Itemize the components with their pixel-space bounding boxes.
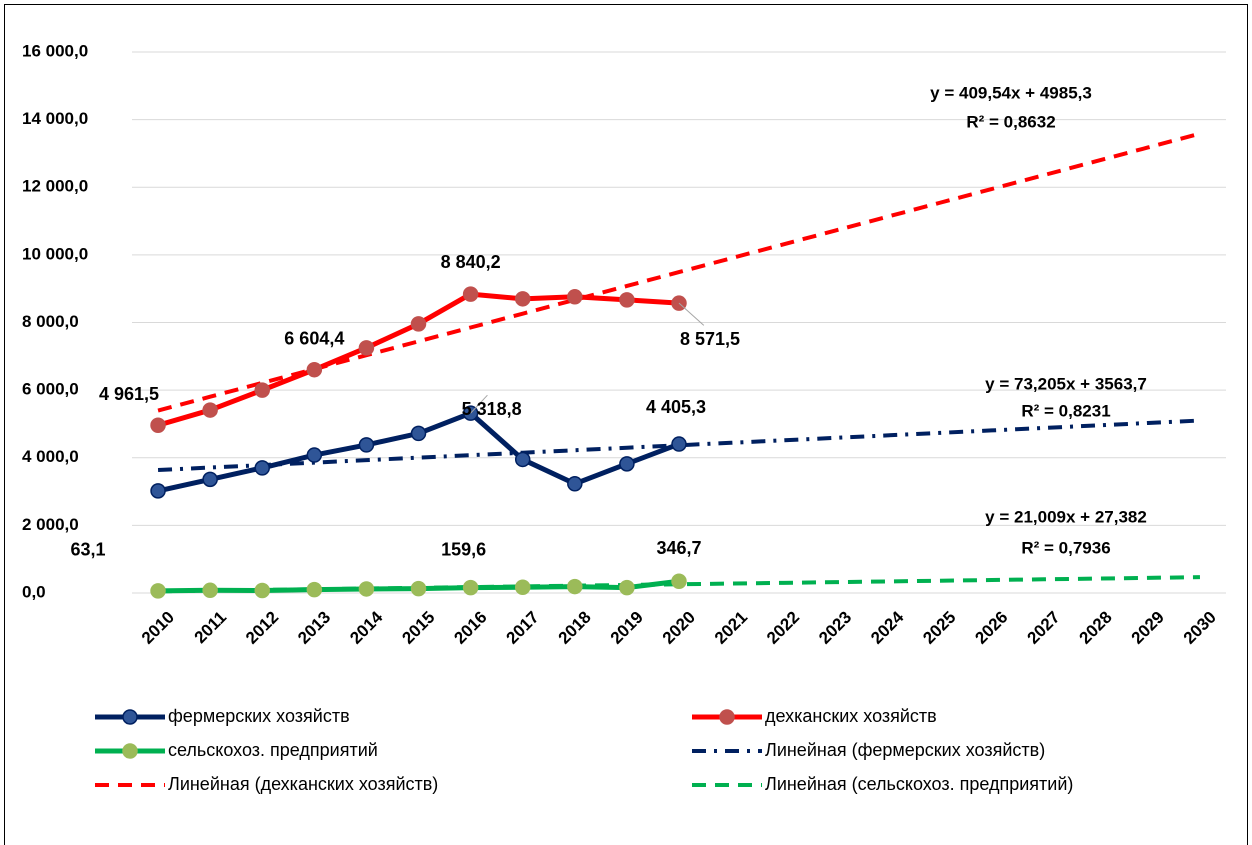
data-label: 5 318,8: [462, 399, 522, 419]
y-tick-label: 12 000,0: [22, 177, 88, 196]
data-point: [462, 579, 479, 596]
y-tick-label: 14 000,0: [22, 109, 88, 128]
leader-line: [470, 394, 488, 414]
data-point: [567, 289, 583, 305]
data-point: [671, 573, 687, 590]
data-point: [358, 581, 375, 597]
x-tick-label: 2011: [191, 608, 231, 648]
annotation: R² = 0,7936: [1021, 538, 1110, 557]
series-line: [157, 410, 680, 494]
y-tick-label: 2 000,0: [22, 515, 79, 534]
data-point: [150, 417, 166, 433]
annotation: y = 409,54x + 4985,3: [930, 83, 1092, 102]
data-point: [410, 425, 427, 442]
annotation: y = 21,009x + 27,382: [985, 507, 1147, 526]
data-point: [254, 460, 270, 476]
legend-marker: [122, 709, 138, 725]
x-tick-label: 2015: [398, 608, 438, 648]
data-point: [514, 579, 531, 596]
data-point: [254, 582, 270, 599]
x-tick-label: 2019: [607, 608, 647, 648]
x-tick-label: 2020: [659, 608, 699, 648]
series-line: [157, 291, 680, 428]
legend-label: сельскохоз. предприятий: [168, 740, 378, 760]
annotation: R² = 0,8632: [966, 112, 1055, 131]
data-point: [306, 361, 323, 378]
x-tick-label: 2030: [1180, 608, 1220, 648]
data-point: [619, 292, 635, 308]
x-tick-label: 2023: [815, 608, 855, 648]
y-tick-label: 8 000,0: [22, 312, 79, 331]
x-tick-label: 2025: [919, 608, 959, 648]
data-label: 8 840,2: [441, 252, 501, 272]
x-tick-label: 2022: [763, 608, 803, 648]
data-point: [514, 291, 531, 307]
legend-label: Линейная (дехканских хозяйств): [168, 774, 438, 794]
x-tick-label: 2018: [555, 608, 595, 648]
x-tick-label: 2013: [294, 608, 334, 648]
x-tick-label: 2010: [138, 608, 178, 648]
data-point: [150, 583, 166, 599]
data-point: [254, 382, 270, 398]
x-tick-label: 2026: [971, 608, 1011, 648]
data-label: 346,7: [656, 538, 701, 558]
x-tick-label: 2017: [503, 608, 543, 648]
trend-line: [157, 131, 1201, 413]
annotation: y = 73,205x + 3563,7: [985, 374, 1147, 393]
data-point: [306, 447, 323, 463]
data-point: [358, 340, 375, 356]
chart-border: [4, 4, 1248, 845]
legend-label: Линейная (сельскохоз. предприятий): [765, 774, 1073, 794]
legend-label: фермерских хозяйств: [168, 706, 350, 726]
legend-label: дехканских хозяйств: [765, 706, 937, 726]
leader-line: [678, 302, 705, 326]
data-point: [619, 456, 635, 472]
data-point: [671, 436, 687, 452]
data-point: [567, 578, 583, 595]
annotation: R² = 0,8231: [1021, 401, 1110, 420]
data-point: [410, 316, 427, 332]
x-tick-label: 2014: [346, 607, 387, 648]
data-point: [619, 579, 635, 596]
x-tick-label: 2012: [242, 608, 282, 648]
legend-label: Линейная (фермерских хозяйств): [765, 740, 1045, 760]
x-tick-label: 2028: [1076, 608, 1116, 648]
data-point: [514, 451, 531, 468]
y-tick-label: 0,0: [22, 582, 46, 601]
data-point: [202, 402, 218, 418]
y-tick-label: 10 000,0: [22, 244, 88, 263]
x-tick-label: 2024: [867, 607, 908, 648]
x-tick-label: 2027: [1023, 608, 1063, 648]
data-point: [462, 286, 479, 302]
x-tick-label: 2016: [450, 608, 490, 648]
data-point: [410, 580, 427, 597]
trend-line: [157, 418, 1201, 473]
data-label: 4 961,5: [99, 384, 159, 404]
x-tick-label: 2021: [711, 608, 751, 648]
data-label: 63,1: [71, 540, 106, 560]
legend-marker: [122, 743, 138, 759]
y-tick-label: 6 000,0: [22, 380, 79, 399]
y-tick-label: 4 000,0: [22, 447, 79, 466]
x-tick-label: 2029: [1128, 608, 1168, 648]
data-point: [202, 582, 218, 599]
data-point: [567, 476, 583, 492]
data-label: 159,6: [441, 539, 486, 559]
data-point: [306, 581, 323, 598]
data-point: [358, 437, 375, 453]
legend-marker: [719, 709, 735, 725]
y-tick-label: 16 000,0: [22, 41, 88, 60]
data-label: 4 405,3: [646, 397, 706, 417]
data-point: [202, 471, 218, 488]
data-label: 6 604,4: [284, 328, 344, 348]
data-label: 8 571,5: [680, 329, 740, 349]
data-point: [150, 483, 166, 499]
